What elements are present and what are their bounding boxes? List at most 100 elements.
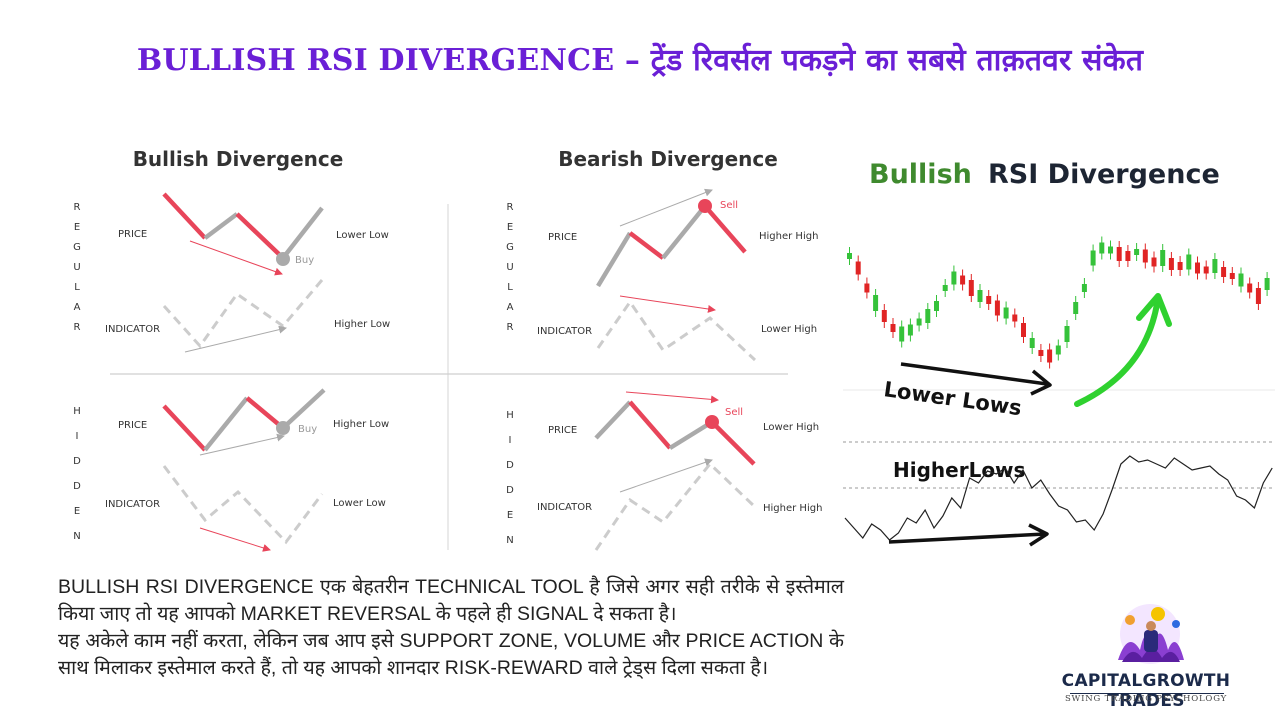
- candle-body: [1221, 267, 1227, 277]
- candle-body: [916, 318, 922, 326]
- svg-text:Lower High: Lower High: [761, 324, 817, 335]
- candle-body: [890, 324, 896, 332]
- description-paragraph-1: BULLISH RSI DIVERGENCE एक बेहतरीन TECHNI…: [58, 576, 844, 625]
- buy-dot: [276, 252, 290, 266]
- divergence-diagram: Bullish Divergence Bearish Divergence R …: [73, 147, 822, 552]
- candle-body: [1055, 345, 1061, 355]
- rsi-divergence-chart: Bullish RSI Divergence Lower Lows Higher…: [843, 138, 1275, 550]
- candle-body: [1064, 326, 1070, 342]
- brand-name: CAPITALGROWTH TRADES: [1061, 671, 1231, 711]
- candle-body: [951, 271, 957, 285]
- svg-text:G: G: [506, 242, 514, 253]
- svg-text:I: I: [509, 435, 512, 446]
- regular-letters-left: R E G U L A R: [73, 202, 81, 333]
- candle-body: [1186, 254, 1192, 270]
- candle-body: [986, 296, 992, 304]
- indicator-label: INDICATOR: [105, 324, 160, 335]
- svg-text:R: R: [74, 202, 81, 213]
- candle-body: [1264, 278, 1270, 290]
- svg-text:PRICE: PRICE: [548, 425, 577, 436]
- svg-text:D: D: [73, 456, 81, 467]
- candle-body: [1177, 262, 1183, 270]
- candle-body: [907, 324, 913, 336]
- candle-body: [934, 301, 939, 311]
- candle-body: [1203, 266, 1209, 274]
- candle-body: [1047, 349, 1053, 363]
- candle-body: [847, 253, 852, 259]
- svg-text:Lower Low: Lower Low: [336, 230, 389, 241]
- svg-text:E: E: [74, 222, 80, 233]
- candle-body: [1168, 258, 1174, 270]
- svg-text:Higher High: Higher High: [763, 503, 822, 514]
- svg-text:D: D: [73, 481, 81, 492]
- brand-divider: [1070, 693, 1224, 694]
- regular-bullish-quadrant: PRICE INDICATOR Buy Lower Low Higher Low: [105, 192, 390, 353]
- candle-body: [1116, 247, 1122, 261]
- candle-body: [1012, 314, 1018, 322]
- svg-text:Lower Low: Lower Low: [333, 498, 386, 509]
- svg-text:Lower High: Lower High: [763, 422, 819, 433]
- candle-body: [1003, 307, 1009, 319]
- hidden-bullish-quadrant: PRICE INDICATOR Buy Higher Low Lower Low: [105, 388, 389, 552]
- svg-text:PRICE: PRICE: [118, 420, 147, 431]
- svg-text:H: H: [506, 410, 514, 421]
- candle-body: [1108, 246, 1113, 254]
- regular-bearish-quadrant: PRICE INDICATOR Sell Higher High Lower H…: [537, 188, 818, 362]
- candle-body: [1125, 251, 1131, 261]
- candle-body: [960, 275, 966, 285]
- trend-arrow: [189, 240, 283, 276]
- svg-text:D: D: [506, 485, 514, 496]
- svg-text:INDICATOR: INDICATOR: [537, 326, 592, 337]
- candlestick-series: [847, 236, 1270, 369]
- svg-text:Buy: Buy: [298, 424, 317, 435]
- candle-body: [1099, 242, 1105, 254]
- svg-text:N: N: [506, 535, 513, 546]
- svg-text:E: E: [507, 510, 513, 521]
- candle-body: [994, 300, 1000, 316]
- candle-body: [899, 326, 905, 342]
- buy-label: Buy: [295, 255, 314, 266]
- candle-body: [1238, 273, 1244, 287]
- indicator-line: [162, 279, 324, 349]
- svg-text:INDICATOR: INDICATOR: [537, 502, 592, 513]
- higher-lows-label: HigherLows: [893, 458, 1025, 482]
- candle-body: [1247, 283, 1253, 293]
- candle-body: [1021, 323, 1026, 337]
- svg-text:R: R: [507, 322, 514, 333]
- lower-lows-arrow: [900, 362, 1048, 386]
- candle-body: [1151, 257, 1157, 267]
- candle-body: [1029, 338, 1035, 348]
- candle-body: [1212, 259, 1218, 273]
- bullish-heading: Bullish Divergence: [133, 147, 344, 171]
- candle-body: [1090, 250, 1096, 266]
- candle-body: [1073, 302, 1079, 314]
- svg-text:E: E: [74, 506, 80, 517]
- candle-body: [968, 280, 974, 296]
- sell-dot: [698, 199, 712, 213]
- svg-text:L: L: [507, 282, 513, 293]
- svg-text:R: R: [74, 322, 81, 333]
- hidden-letters-right: H I D D E N: [506, 410, 514, 546]
- candle-body: [1142, 249, 1148, 263]
- higher-lows-arrow: [888, 532, 1046, 544]
- hidden-bearish-quadrant: PRICE INDICATOR Sell Lower High Higher H…: [537, 391, 822, 551]
- svg-text:I: I: [76, 431, 79, 442]
- candle-body: [881, 310, 887, 322]
- candle-body: [1255, 288, 1261, 304]
- page-title: BULLISH RSI DIVERGENCE – ट्रेंड रिवर्सल …: [136, 43, 1144, 78]
- svg-text:L: L: [74, 282, 80, 293]
- regular-letters-right: R E G U L A R: [506, 202, 514, 333]
- bullish-reversal-arrow: [1074, 301, 1160, 407]
- svg-text:INDICATOR: INDICATOR: [105, 499, 160, 510]
- candle-body: [942, 285, 948, 291]
- svg-text:U: U: [506, 262, 513, 273]
- price-line: [162, 192, 207, 240]
- chart-title-dark: RSI Divergence: [988, 159, 1220, 190]
- candle-body: [855, 261, 861, 275]
- svg-text:G: G: [73, 242, 81, 253]
- candle-body: [1081, 284, 1087, 292]
- price-label: PRICE: [118, 229, 147, 240]
- svg-text:Higher High: Higher High: [759, 231, 818, 242]
- brand-logo: [1118, 604, 1184, 664]
- svg-text:N: N: [73, 531, 80, 542]
